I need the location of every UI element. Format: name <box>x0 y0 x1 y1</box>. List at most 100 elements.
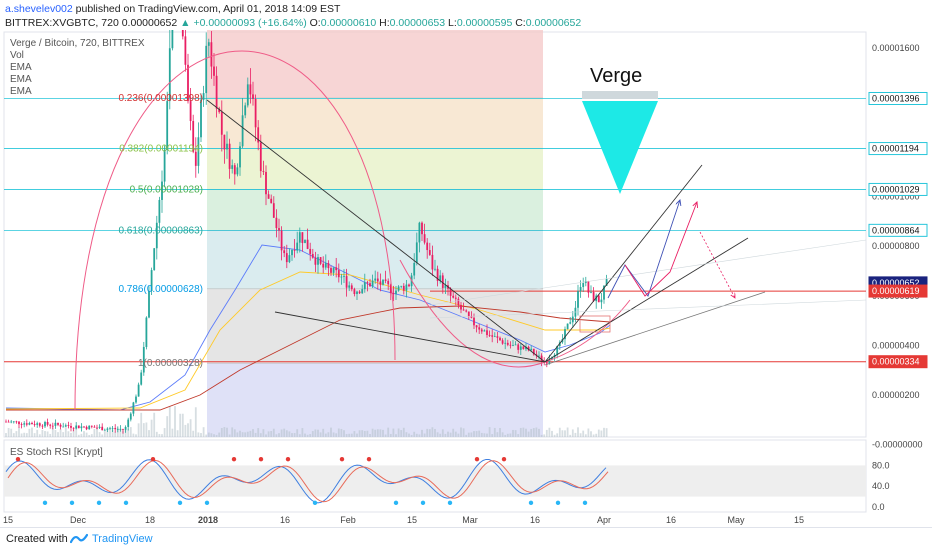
candle-body <box>129 413 132 420</box>
candle-body <box>184 36 187 65</box>
volume-bar <box>408 433 410 437</box>
volume-bar <box>103 430 106 437</box>
volume-bar <box>46 431 49 437</box>
candle-body <box>509 344 512 346</box>
candle-body <box>124 426 127 430</box>
price-label-text: 0.00000334 <box>872 357 920 367</box>
candle-body <box>348 285 351 288</box>
candle-body <box>223 134 226 150</box>
volume-bar <box>254 432 257 437</box>
candle-body <box>467 311 470 317</box>
candle-body <box>44 421 46 427</box>
candle-body <box>161 181 163 200</box>
arc-drawing <box>74 50 396 411</box>
volume-bar <box>293 433 296 437</box>
candle-body <box>423 234 426 243</box>
overbought-dot <box>285 456 291 462</box>
volume-bar <box>252 429 254 437</box>
volume-bar <box>371 428 374 437</box>
volume-bar <box>189 419 192 437</box>
fib-retracement[interactable] <box>207 30 543 437</box>
annotation-bar <box>582 91 658 99</box>
volume-bar <box>285 430 288 437</box>
candle-body <box>259 142 262 172</box>
volume-bar <box>233 429 236 437</box>
volume-bar <box>460 427 462 437</box>
candle-body <box>275 217 278 229</box>
volume-bar <box>59 429 62 437</box>
volume-bar <box>519 427 522 437</box>
volume-bar <box>148 430 150 437</box>
candle-body <box>330 268 332 273</box>
candle-body <box>452 295 455 298</box>
price-tick-label: 0.00001000 <box>872 192 920 202</box>
ema-mid <box>5 271 611 410</box>
faint-trend-line <box>429 299 867 319</box>
consolidation-box <box>579 315 611 333</box>
volume-bar <box>119 428 122 437</box>
volume-bar <box>491 434 494 437</box>
wave-projection-path <box>607 200 680 299</box>
tradingview-brand-link[interactable]: TradingView <box>92 533 153 545</box>
candle-body <box>15 421 18 423</box>
time-axis[interactable]: 15 Dec 18 2018 16 Feb 15 Mar 16 Apr 16 May 15 <box>3 515 804 525</box>
low-value: 0.00000595 <box>456 17 513 29</box>
volume-bar <box>582 430 585 437</box>
candle-body <box>202 93 205 100</box>
legend-ema-1: EMA <box>10 62 32 73</box>
volume-bar <box>88 434 91 437</box>
volume-bar <box>382 429 384 437</box>
candle-body <box>473 317 475 326</box>
candle-body <box>38 423 41 426</box>
candle-body <box>306 239 309 249</box>
candle-body <box>434 268 436 270</box>
candle-body <box>311 253 314 258</box>
candle-body <box>288 255 291 263</box>
fib-zone <box>207 30 543 98</box>
price-label-box <box>868 142 928 156</box>
time-tick-label: 15 <box>794 515 804 525</box>
overbought-dot <box>501 456 507 462</box>
volume-bar <box>426 428 429 437</box>
candle-body <box>103 429 106 431</box>
volume-bar <box>41 429 44 437</box>
volume-bar <box>512 429 514 437</box>
ema-fast <box>5 244 611 411</box>
verge-annotation[interactable]: Verge <box>590 65 642 87</box>
volume-bar <box>296 429 299 437</box>
candle-body <box>90 425 93 427</box>
overbought-dot <box>258 456 264 462</box>
candle-body <box>483 330 486 332</box>
candle-body <box>5 421 7 423</box>
volume-bar <box>140 412 143 437</box>
volume-bar <box>418 434 421 437</box>
price-chart[interactable]: 0(0.00001728)0.236(0.00001398)0.382(0.00… <box>0 30 932 527</box>
volume-bar <box>15 431 18 437</box>
candle-body <box>88 425 91 430</box>
candle-body <box>548 359 551 364</box>
volume-bar <box>449 432 452 437</box>
volume-bar <box>423 433 426 437</box>
volume-bar <box>51 427 54 437</box>
candle-body <box>262 171 265 172</box>
volume-bar <box>244 432 247 437</box>
candle-body <box>57 422 59 425</box>
volume-bar <box>23 432 26 437</box>
candle-body <box>475 325 478 328</box>
candle-body <box>519 346 522 350</box>
volume-bar <box>600 430 603 437</box>
volume-bar <box>205 434 208 437</box>
candle-body <box>488 334 491 336</box>
oversold-dot <box>393 500 399 506</box>
author-link[interactable]: a.shevelev002 <box>5 3 73 15</box>
volume-bar <box>114 431 117 437</box>
volume-bar <box>343 430 345 437</box>
oversold-dot <box>312 500 318 506</box>
oversold-dot <box>420 500 426 506</box>
volume-bar <box>400 430 403 437</box>
last-price: 0.00000652 <box>121 17 178 29</box>
price-tick-label: -0.00000000 <box>872 439 923 449</box>
volume-bar <box>322 428 325 437</box>
price-label-box <box>868 91 928 105</box>
volume-bar <box>483 433 486 437</box>
